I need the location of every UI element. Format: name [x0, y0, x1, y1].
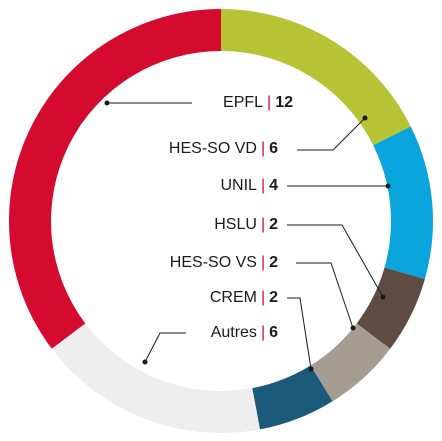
label-value: 12 — [275, 94, 293, 111]
label-name: Autres — [211, 324, 257, 341]
label-value: 6 — [269, 324, 278, 341]
segment — [310, 323, 391, 402]
leader-line — [144, 332, 186, 363]
segment — [51, 323, 260, 433]
label-name: EPFL — [223, 94, 263, 111]
segment — [252, 365, 333, 430]
segment-label: Autres | 6 — [211, 324, 278, 341]
label-value: 2 — [269, 254, 278, 271]
dot — [350, 325, 356, 331]
label-separator: | — [267, 94, 271, 111]
label-separator: | — [261, 216, 265, 233]
segment — [221, 9, 411, 146]
dot — [104, 100, 110, 106]
dot — [362, 115, 368, 121]
label-separator: | — [261, 254, 265, 271]
label-separator: | — [261, 140, 265, 157]
label-name: CREM — [210, 289, 257, 306]
label-name: UNIL — [220, 177, 257, 194]
label-name: HES-SO VS — [170, 254, 257, 271]
segment-label: EPFL | 12 — [223, 94, 293, 111]
label-name: HSLU — [214, 216, 257, 233]
label-separator: | — [261, 177, 265, 194]
segment-label: HES-SO VD | 6 — [169, 140, 278, 157]
label-name: HES-SO VD — [169, 140, 257, 157]
label-value: 2 — [269, 216, 278, 233]
label-value: 4 — [269, 177, 278, 194]
label-value: 2 — [269, 289, 278, 306]
segment — [373, 126, 433, 280]
segment — [356, 267, 425, 349]
dot — [385, 183, 391, 189]
leader-lines — [107, 102, 388, 370]
dot — [380, 294, 386, 300]
leader-line — [287, 297, 312, 370]
segment-label: UNIL | 4 — [220, 177, 278, 194]
label-separator: | — [261, 324, 265, 341]
dot — [308, 366, 314, 372]
label-separator: | — [261, 289, 265, 306]
dot — [142, 359, 148, 365]
leader-line — [296, 262, 354, 329]
leader-line — [297, 117, 366, 151]
leader-dots — [104, 100, 391, 372]
leader-line — [287, 224, 384, 298]
segment-label: CREM | 2 — [210, 289, 278, 306]
segment-label: HES-SO VS | 2 — [170, 254, 278, 271]
ring — [8, 9, 433, 433]
label-value: 6 — [269, 140, 278, 157]
segment — [8, 9, 221, 349]
segment-label: HSLU | 2 — [214, 216, 278, 233]
